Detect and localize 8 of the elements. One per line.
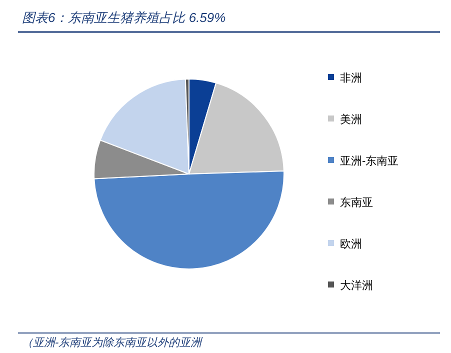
- text: （亚洲-东南亚为除东南亚以外的亚洲: [22, 336, 204, 349]
- legend-label: 美洲: [340, 113, 362, 126]
- legend-label: 大洋洲: [340, 279, 373, 292]
- chart-title: 图表6：东南亚生猪养殖占比 6.59%: [22, 10, 226, 25]
- legend-label: 欧洲: [340, 238, 362, 250]
- legend-label: 亚洲-东南亚: [340, 154, 399, 168]
- legend-label: 非洲: [340, 72, 362, 84]
- legend-label: 东南亚: [340, 196, 373, 209]
